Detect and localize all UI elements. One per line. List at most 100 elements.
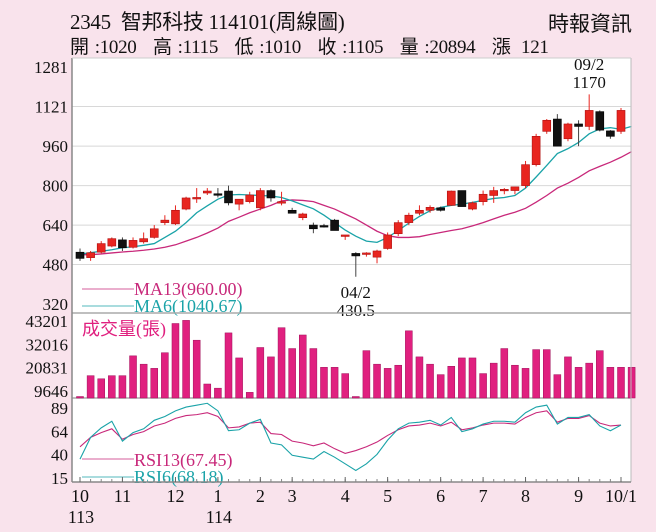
candle-down bbox=[351, 253, 361, 257]
candle-up bbox=[139, 238, 148, 243]
volume-bar bbox=[256, 347, 265, 399]
volume-bar bbox=[330, 367, 339, 399]
x-tick-label: 12 bbox=[166, 486, 184, 506]
stat-low: 低:1010 bbox=[234, 37, 301, 58]
x-tick-label: 5 bbox=[383, 486, 392, 506]
volume-bar bbox=[405, 330, 413, 399]
candle-up bbox=[256, 190, 265, 209]
candle-up bbox=[277, 201, 286, 204]
volume-tick-label: 20831 bbox=[26, 359, 69, 378]
x-tick-year: 113 bbox=[68, 507, 94, 527]
volume-bar bbox=[606, 367, 615, 399]
candle-up bbox=[245, 194, 255, 202]
rsi13-legend-label: RSI13(67.45) bbox=[134, 450, 233, 471]
candle-up bbox=[468, 202, 477, 210]
candle-up bbox=[192, 197, 201, 200]
volume-bar bbox=[532, 349, 540, 399]
volume-bar bbox=[415, 356, 424, 399]
plot-background bbox=[72, 58, 631, 482]
stock-name: 智邦科技 114101(周線圖) bbox=[120, 10, 345, 34]
candle-up bbox=[521, 164, 530, 186]
volume-tick-label: 43201 bbox=[26, 312, 69, 331]
candle-up bbox=[202, 190, 212, 194]
ma13-line bbox=[80, 151, 632, 256]
volume-bar bbox=[320, 367, 328, 399]
candle-up bbox=[96, 243, 106, 253]
candle-up bbox=[107, 238, 117, 247]
x-tick-label: 7 bbox=[479, 486, 488, 506]
candle-down bbox=[118, 239, 127, 249]
x-tick-label: 10 bbox=[71, 486, 89, 506]
volume-bar bbox=[542, 349, 551, 399]
candle-up bbox=[86, 252, 95, 258]
low-annotation-date: 04/2 bbox=[341, 283, 371, 302]
price-tick-label: 960 bbox=[43, 137, 69, 156]
source-label: 時報資訊 bbox=[548, 12, 632, 36]
volume-bar bbox=[129, 355, 137, 399]
candle-down bbox=[606, 130, 615, 137]
price-tick-label: 320 bbox=[43, 295, 69, 314]
volume-bar bbox=[362, 350, 371, 399]
rsi-tick-label: 15 bbox=[51, 469, 68, 488]
candle-down bbox=[309, 224, 318, 230]
candle-down bbox=[266, 190, 276, 199]
volume-bar bbox=[436, 374, 445, 399]
volume-bar bbox=[627, 367, 636, 399]
ohlc-stats: 開:1020 高:1115 低:1010 收:1105 量:20894 漲 12… bbox=[70, 32, 561, 59]
candle-up bbox=[489, 190, 499, 196]
x-tick-label: 10/1 bbox=[605, 486, 637, 506]
candle-down bbox=[457, 190, 467, 207]
x-tick-label: 11 bbox=[114, 486, 131, 506]
volume-bar bbox=[373, 363, 381, 399]
x-tick-year: 114 bbox=[206, 507, 232, 527]
candle-down bbox=[213, 193, 223, 196]
volume-bar bbox=[447, 366, 456, 399]
ma6-legend-label: MA6(1040.67) bbox=[134, 296, 243, 317]
volume-bar bbox=[76, 396, 84, 399]
stat-close: 收:1105 bbox=[317, 37, 384, 58]
volume-bar bbox=[500, 348, 509, 399]
candle-down bbox=[574, 123, 583, 127]
stock-code: 2345 bbox=[70, 10, 111, 34]
x-tick-label: 6 bbox=[436, 486, 445, 506]
rsi-tick-label: 40 bbox=[51, 445, 68, 464]
candle-down bbox=[287, 209, 297, 214]
candle-up bbox=[149, 228, 159, 238]
x-tick-label: 3 bbox=[288, 486, 297, 506]
volume-bar bbox=[521, 368, 530, 399]
candle-up bbox=[531, 135, 541, 165]
x-tick-label: 9 bbox=[574, 486, 583, 506]
volume-bar bbox=[214, 387, 222, 399]
volume-bar bbox=[267, 356, 275, 399]
volume-bar bbox=[468, 357, 477, 399]
volume-bar bbox=[97, 378, 105, 399]
volume-tick-label: 32016 bbox=[26, 335, 69, 354]
volume-title: 成交量(張) bbox=[82, 319, 166, 340]
candle-up bbox=[171, 209, 180, 225]
x-tick-label: 2 bbox=[256, 486, 265, 506]
volume-bar bbox=[617, 367, 625, 399]
candle-up bbox=[510, 186, 520, 191]
volume-bar bbox=[596, 350, 604, 399]
candle-down bbox=[436, 207, 445, 211]
candle-up bbox=[415, 209, 424, 214]
volume-bar bbox=[277, 327, 286, 399]
volume-bar bbox=[288, 348, 296, 399]
stat-volume: 量:20894 bbox=[399, 37, 476, 58]
candle-up bbox=[181, 197, 191, 210]
stat-high: 高:1115 bbox=[152, 37, 219, 58]
volume-bar bbox=[245, 392, 254, 399]
price-tick-label: 800 bbox=[43, 177, 69, 196]
rsi-tick-label: 89 bbox=[51, 399, 68, 418]
volume-bar bbox=[224, 332, 233, 399]
volume-bar bbox=[182, 320, 190, 399]
candle-up bbox=[478, 193, 488, 202]
volume-bar bbox=[150, 368, 159, 399]
volume-bar bbox=[299, 334, 307, 399]
volume-bar bbox=[235, 357, 243, 399]
volume-bar bbox=[192, 339, 201, 399]
candle-up bbox=[234, 198, 244, 205]
candle-up bbox=[372, 250, 382, 258]
high-annotation-value: 1170 bbox=[572, 73, 605, 92]
